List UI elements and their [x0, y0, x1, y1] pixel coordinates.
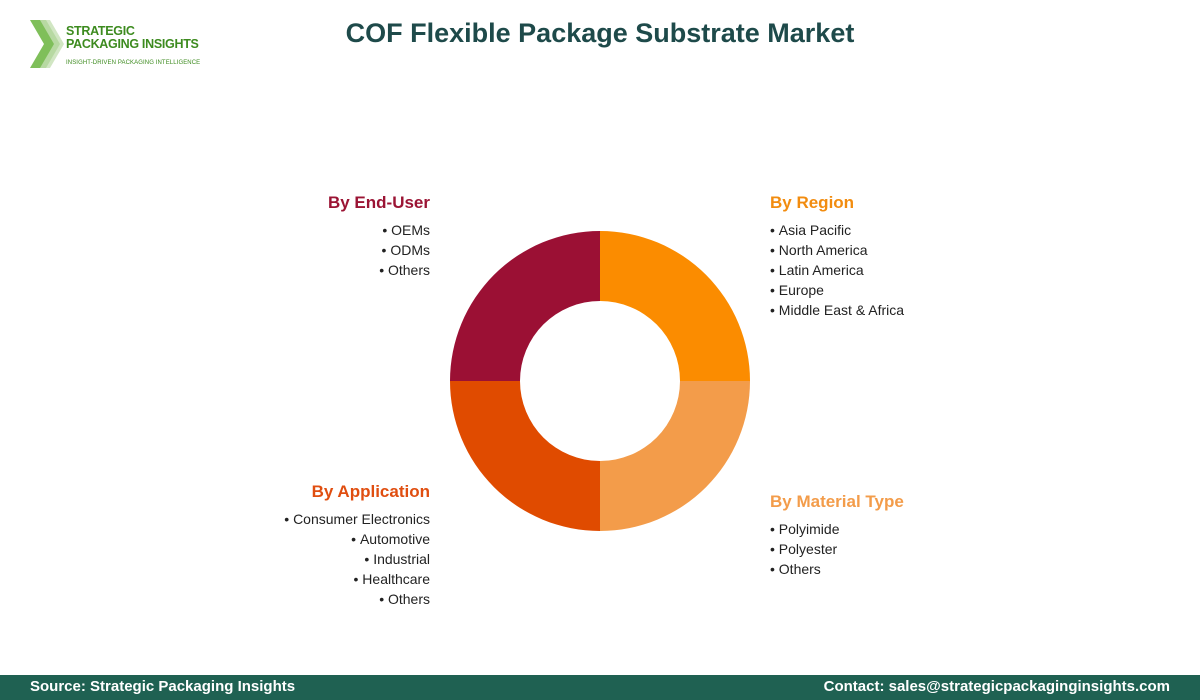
list-item: Polyimide [770, 519, 840, 539]
list-item: Others [284, 589, 430, 609]
logo-chevron-icon [30, 20, 64, 68]
donut-segment-material-type [600, 381, 750, 531]
material-type-heading: By Material Type [770, 492, 904, 511]
donut-segment-end-user [450, 231, 600, 381]
source-text: Source: Strategic Packaging Insights [30, 678, 296, 695]
list-item: North America [770, 240, 904, 260]
list-item: OEMs [379, 220, 430, 240]
list-item: ODMs [379, 240, 430, 260]
logo-tagline: INSIGHT-DRIVEN PACKAGING INTELLIGENCE [66, 60, 201, 66]
list-item: Consumer Electronics [284, 509, 430, 529]
logo-name-line2: PACKAGING INSIGHTS [66, 37, 199, 51]
end-user-list: OEMs ODMs Others [379, 220, 430, 280]
region-list: Asia Pacific North America Latin America… [770, 220, 904, 320]
material-type-list: Polyimide Polyester Others [770, 519, 840, 579]
list-item: Others [770, 559, 840, 579]
company-logo: STRATEGIC PACKAGING INSIGHTS INSIGHT-DRI… [30, 18, 200, 72]
list-item: Others [379, 260, 430, 280]
footer-bar: Source: Strategic Packaging Insights Con… [0, 675, 1200, 700]
list-item: Industrial [284, 549, 430, 569]
list-item: Middle East & Africa [770, 300, 904, 320]
page-title: COF Flexible Package Substrate Market [345, 18, 855, 48]
segment-donut [450, 231, 750, 531]
application-list: Consumer Electronics Automotive Industri… [284, 509, 430, 609]
contact-email-text: Contact: sales@strategicpackaginginsight… [823, 678, 1170, 695]
region-heading: By Region [770, 193, 855, 212]
list-item: Latin America [770, 260, 904, 280]
donut-segment-region [600, 231, 750, 381]
end-user-heading: By End-User [327, 193, 430, 212]
list-item: Healthcare [284, 569, 430, 589]
list-item: Polyester [770, 539, 840, 559]
list-item: Europe [770, 280, 904, 300]
list-item: Asia Pacific [770, 220, 904, 240]
list-item: Automotive [284, 529, 430, 549]
donut-segment-application [450, 381, 600, 531]
application-heading: By Application [311, 482, 430, 501]
logo-name-line1: STRATEGIC [66, 24, 135, 38]
